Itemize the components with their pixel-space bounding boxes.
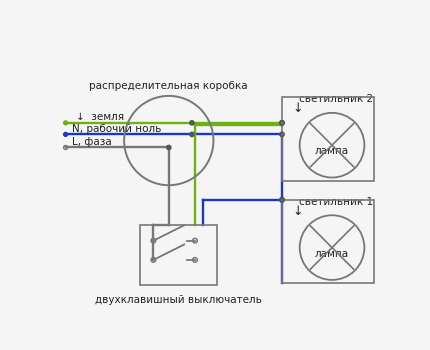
Text: двухклавишный выключатель: двухклавишный выключатель <box>95 295 261 304</box>
Text: L, фаза: L, фаза <box>72 137 111 147</box>
Text: распределительная коробка: распределительная коробка <box>89 80 248 91</box>
Circle shape <box>190 121 194 125</box>
Text: лампа: лампа <box>315 249 349 259</box>
Circle shape <box>64 132 68 137</box>
Circle shape <box>64 121 68 125</box>
Text: N, рабочий ноль: N, рабочий ноль <box>72 124 161 134</box>
Text: светильник 1: светильник 1 <box>299 197 373 207</box>
Circle shape <box>190 132 194 137</box>
Circle shape <box>167 145 171 150</box>
Text: ↓  земля: ↓ земля <box>77 112 125 122</box>
Text: ↓: ↓ <box>293 205 303 218</box>
Text: лампа: лампа <box>315 146 349 156</box>
Text: ↓: ↓ <box>293 103 303 116</box>
Text: светильник 2: светильник 2 <box>299 94 373 104</box>
